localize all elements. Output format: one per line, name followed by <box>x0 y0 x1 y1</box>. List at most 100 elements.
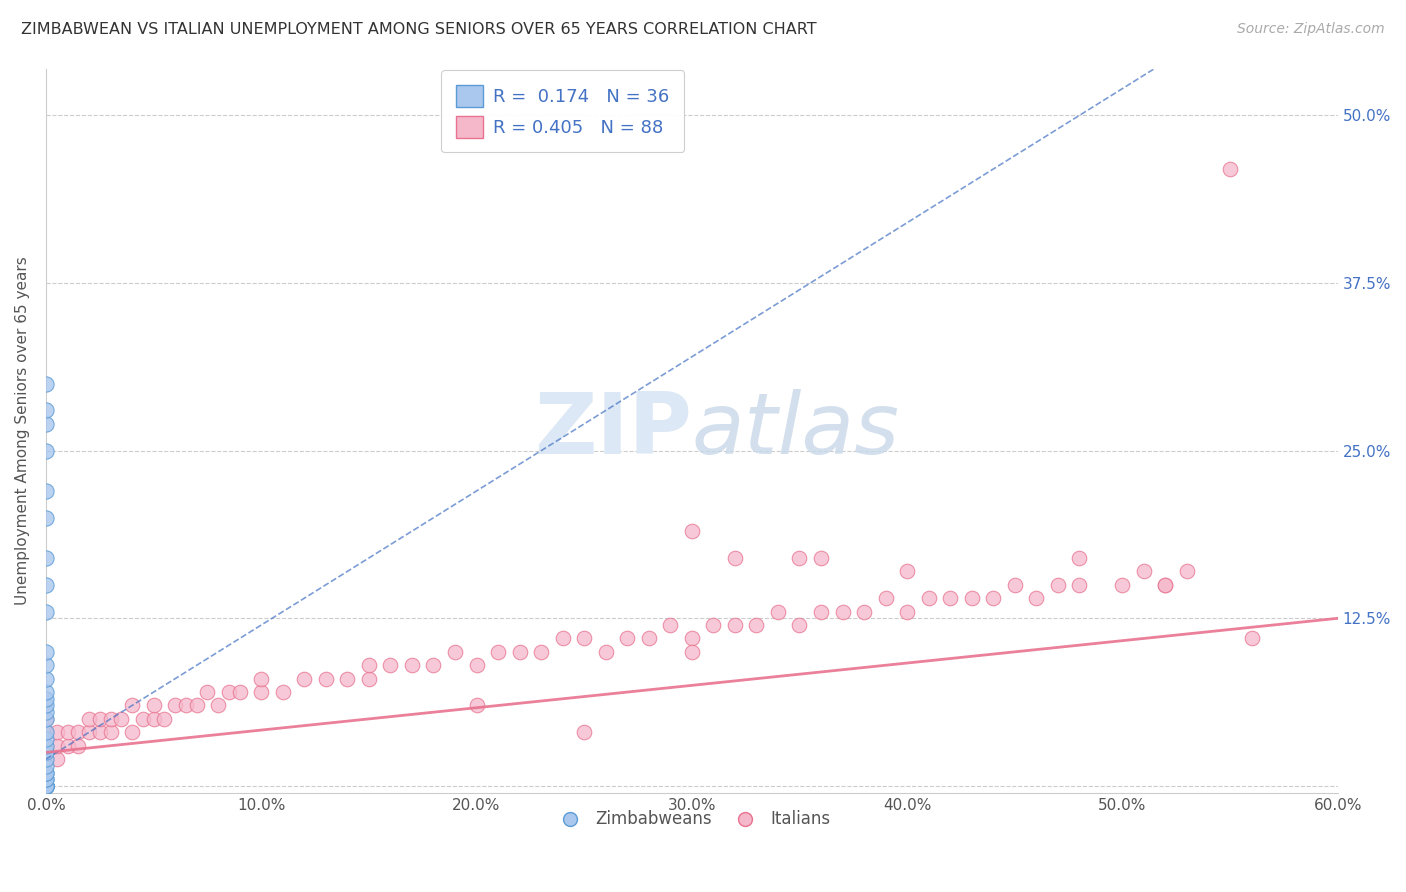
Point <box>45 752 67 766</box>
Point <box>35 712 58 726</box>
Point <box>1133 565 1156 579</box>
Point <box>35 376 58 391</box>
Point <box>35 725 58 739</box>
Point <box>35 510 58 524</box>
Point <box>35 672 58 686</box>
Point <box>551 632 574 646</box>
Text: atlas: atlas <box>692 389 900 472</box>
Point <box>509 645 531 659</box>
Point <box>1069 551 1091 566</box>
Point <box>35 779 58 793</box>
Point <box>981 591 1004 606</box>
Point <box>100 725 122 739</box>
Point <box>35 779 58 793</box>
Point <box>89 712 111 726</box>
Point <box>35 551 58 566</box>
Point <box>35 658 58 673</box>
Point <box>56 739 79 753</box>
Point <box>35 725 58 739</box>
Point <box>35 759 58 773</box>
Point <box>659 618 682 632</box>
Point <box>1219 162 1241 177</box>
Point <box>357 672 380 686</box>
Point <box>45 725 67 739</box>
Point <box>35 739 58 753</box>
Point <box>595 645 617 659</box>
Point <box>572 632 595 646</box>
Point <box>77 725 100 739</box>
Point <box>110 712 132 726</box>
Point <box>250 672 273 686</box>
Point <box>77 712 100 726</box>
Point <box>572 725 595 739</box>
Point <box>35 739 58 753</box>
Point <box>35 417 58 431</box>
Point <box>100 712 122 726</box>
Point <box>724 618 747 632</box>
Point <box>789 551 811 566</box>
Point <box>35 731 58 746</box>
Point <box>1111 578 1133 592</box>
Point <box>121 698 143 713</box>
Point <box>1154 578 1177 592</box>
Legend: Zimbabweans, Italians: Zimbabweans, Italians <box>547 804 837 835</box>
Point <box>186 698 208 713</box>
Point <box>35 698 58 713</box>
Point <box>1025 591 1047 606</box>
Text: ZIP: ZIP <box>534 389 692 472</box>
Point <box>35 765 58 780</box>
Point <box>637 632 659 646</box>
Point <box>292 672 315 686</box>
Point <box>45 739 67 753</box>
Point <box>789 618 811 632</box>
Point <box>35 779 58 793</box>
Point <box>724 551 747 566</box>
Point <box>142 712 165 726</box>
Point <box>35 752 58 766</box>
Point <box>35 483 58 498</box>
Point <box>853 605 876 619</box>
Point <box>702 618 724 632</box>
Point <box>681 524 703 538</box>
Point <box>35 779 58 793</box>
Point <box>67 725 90 739</box>
Point <box>35 779 58 793</box>
Y-axis label: Unemployment Among Seniors over 65 years: Unemployment Among Seniors over 65 years <box>15 256 30 605</box>
Point <box>1069 578 1091 592</box>
Point <box>35 685 58 699</box>
Point <box>35 705 58 719</box>
Point <box>917 591 939 606</box>
Text: ZIMBABWEAN VS ITALIAN UNEMPLOYMENT AMONG SENIORS OVER 65 YEARS CORRELATION CHART: ZIMBABWEAN VS ITALIAN UNEMPLOYMENT AMONG… <box>21 22 817 37</box>
Point <box>336 672 359 686</box>
Text: Source: ZipAtlas.com: Source: ZipAtlas.com <box>1237 22 1385 37</box>
Point <box>35 772 58 787</box>
Point <box>380 658 402 673</box>
Point <box>939 591 962 606</box>
Point <box>35 779 58 793</box>
Point <box>896 605 918 619</box>
Point <box>530 645 553 659</box>
Point <box>465 698 488 713</box>
Point <box>35 765 58 780</box>
Point <box>250 685 273 699</box>
Point <box>132 712 155 726</box>
Point <box>831 605 853 619</box>
Point <box>121 725 143 739</box>
Point <box>1240 632 1263 646</box>
Point <box>228 685 250 699</box>
Point <box>681 632 703 646</box>
Point <box>35 752 58 766</box>
Point <box>1154 578 1177 592</box>
Point <box>745 618 768 632</box>
Point <box>616 632 638 646</box>
Point <box>271 685 294 699</box>
Point <box>35 578 58 592</box>
Point <box>174 698 197 713</box>
Point <box>357 658 380 673</box>
Point <box>89 725 111 739</box>
Point <box>35 779 58 793</box>
Point <box>35 605 58 619</box>
Point <box>1046 578 1069 592</box>
Point <box>35 712 58 726</box>
Point <box>207 698 229 713</box>
